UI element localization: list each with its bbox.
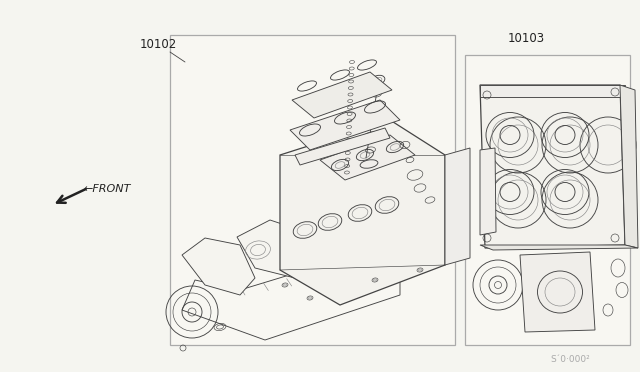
Polygon shape xyxy=(237,220,310,278)
Polygon shape xyxy=(480,245,638,250)
Text: S´0·000²: S´0·000² xyxy=(550,355,590,364)
Text: 10103: 10103 xyxy=(508,32,545,45)
Polygon shape xyxy=(320,135,415,180)
Polygon shape xyxy=(480,85,625,97)
Polygon shape xyxy=(480,85,625,248)
Polygon shape xyxy=(182,238,255,295)
Polygon shape xyxy=(620,85,638,248)
Text: ←FRONT: ←FRONT xyxy=(83,184,131,194)
Polygon shape xyxy=(295,128,390,165)
Polygon shape xyxy=(480,148,496,235)
Text: 10102: 10102 xyxy=(140,38,177,51)
Polygon shape xyxy=(520,252,595,332)
Polygon shape xyxy=(182,255,400,340)
Polygon shape xyxy=(290,100,400,150)
Polygon shape xyxy=(292,72,392,118)
Polygon shape xyxy=(445,148,470,265)
Polygon shape xyxy=(280,120,445,305)
Bar xyxy=(465,55,630,345)
Bar xyxy=(170,35,455,345)
